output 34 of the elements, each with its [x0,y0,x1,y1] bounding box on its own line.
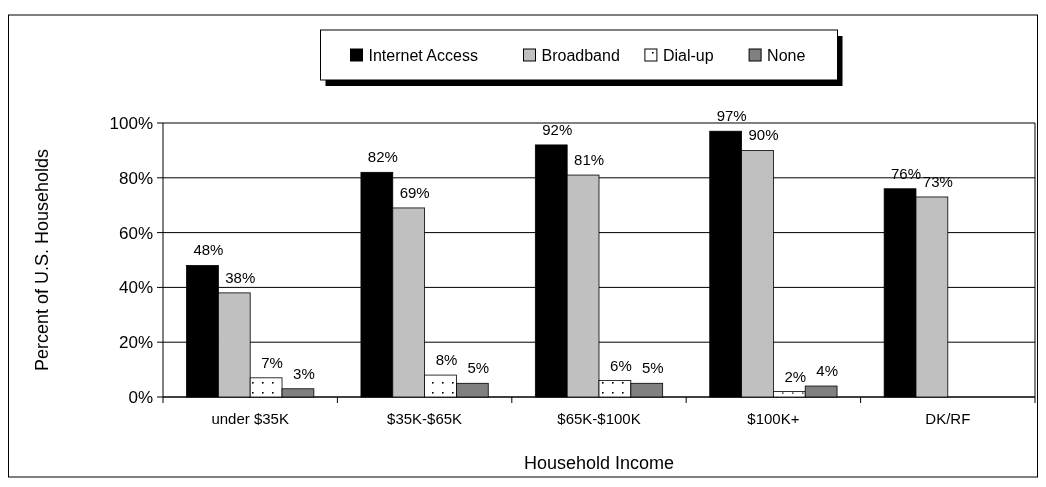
data-label: 92% [542,120,573,138]
x-tick-label: $100K+ [747,410,800,427]
x-axis-title: Household Income [523,453,675,473]
data-label: 5% [641,359,664,377]
x-tick-label: under $35K [211,410,289,427]
data-label: 3% [293,364,315,382]
data-label: 82% [367,148,398,166]
data-label: 5% [467,359,490,377]
y-tick-label: 40% [118,278,153,298]
x-tick-label: DK/RF [925,410,971,427]
x-tick-label: $35K-$65K [387,410,463,427]
data-label: 48% [193,241,224,259]
data-label: 90% [748,126,779,144]
y-tick-label: 80% [118,168,153,188]
data-label: 97% [716,107,747,125]
data-label: 7% [261,353,283,371]
data-label: 38% [225,268,256,286]
data-label: 73% [922,172,953,190]
data-label: 69% [399,183,430,201]
data-label: 2% [784,367,807,385]
legend-label: Internet Access [368,47,478,64]
data-label: 81% [574,151,605,169]
y-tick-label: 0% [128,388,153,407]
legend-label: Broadband [541,47,620,64]
y-tick-label: 60% [118,223,153,243]
data-label: 6% [610,356,632,374]
y-axis-title: Percent of U.S. Households [32,148,52,372]
legend-label: None [767,47,806,64]
data-label: 4% [816,362,838,380]
x-tick-label: $65K-$100K [557,410,641,427]
legend-label: Dial-up [662,47,714,64]
y-tick-label: 100% [109,114,153,133]
y-tick-label: 20% [118,333,153,353]
data-label: 8% [435,351,458,369]
